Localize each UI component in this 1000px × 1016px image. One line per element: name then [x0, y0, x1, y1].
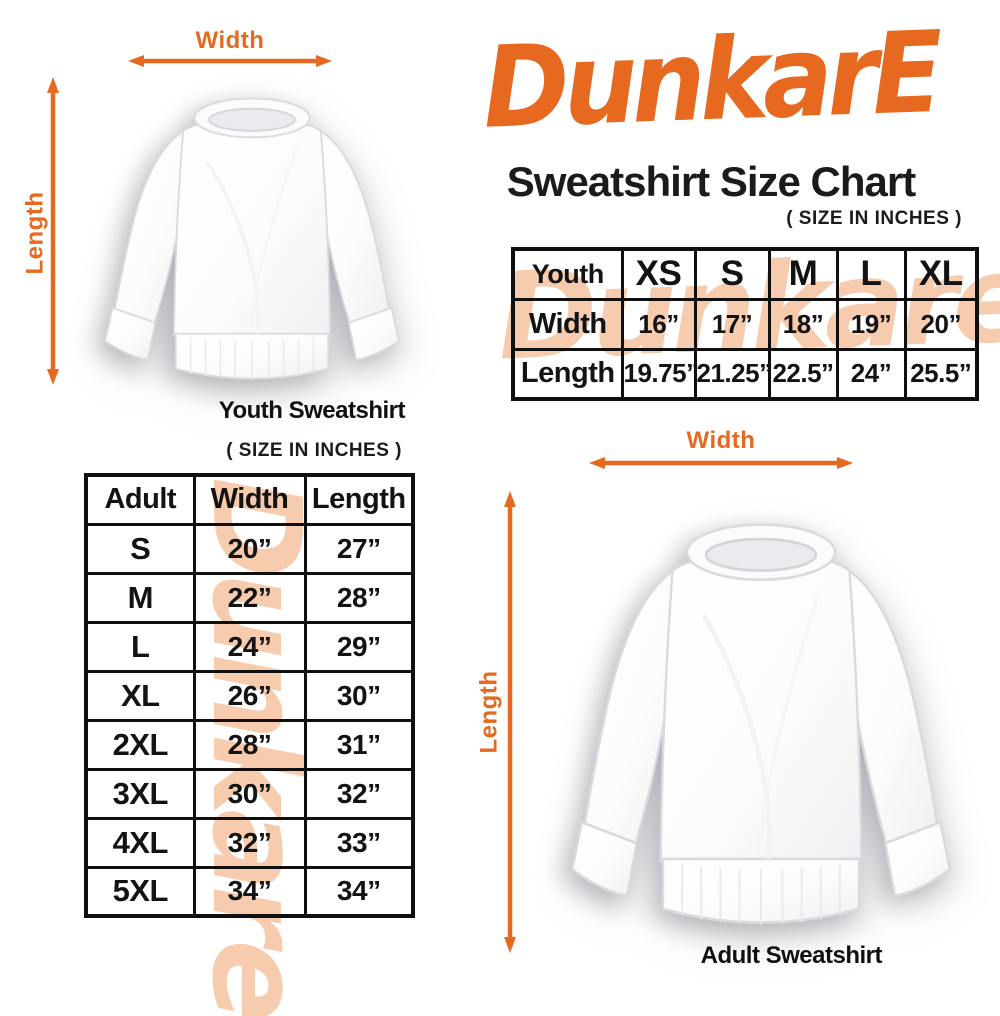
table-cell: XL: [903, 247, 979, 301]
table-cell: 20”: [903, 297, 979, 351]
table-cell: 24”: [835, 347, 907, 401]
table-cell: Youth: [511, 247, 624, 301]
page-title: Sweatshirt Size Chart: [506, 158, 916, 205]
table-cell: 19.75”: [620, 347, 699, 401]
table-cell: XL: [84, 669, 196, 722]
table-cell: 32”: [303, 767, 415, 820]
table-cell: 21.25”: [693, 347, 772, 401]
table-cell: 16”: [620, 297, 697, 351]
table-cell: 27”: [303, 522, 415, 575]
table-cell: 30”: [192, 767, 307, 820]
table-cell: Length: [303, 473, 415, 526]
table-cell: 32”: [192, 816, 307, 869]
table-cell: 33”: [303, 816, 415, 869]
table-cell: 3XL: [84, 767, 196, 820]
table-cell: Length: [511, 347, 624, 401]
table-cell: M: [767, 247, 839, 301]
adult-width-label: Width: [686, 427, 756, 454]
table-cell: L: [835, 247, 907, 301]
table-cell: Width: [511, 297, 624, 351]
units-note-adult: ( SIZE IN INCHES ): [226, 440, 402, 461]
table-cell: 25.5”: [903, 347, 979, 401]
adult-length-label: Length: [475, 670, 503, 754]
table-cell: 18”: [767, 297, 839, 351]
table-cell: 31”: [303, 718, 415, 771]
table-cell: S: [84, 522, 196, 575]
table-cell: XS: [620, 247, 697, 301]
table-cell: Adult: [84, 473, 196, 526]
table-cell: L: [84, 620, 196, 673]
youth-length-label: Length: [21, 191, 49, 274]
table-cell: 5XL: [84, 865, 196, 918]
table-cell: 28”: [192, 718, 307, 771]
table-cell: 22.5”: [767, 347, 839, 401]
table-cell: 19”: [835, 297, 907, 351]
table-cell: 26”: [192, 669, 307, 722]
table-cell: M: [84, 571, 196, 624]
table-cell: Width: [192, 473, 307, 526]
table-cell: 20”: [192, 522, 307, 575]
youth-figure-caption: Youth Sweatshirt: [218, 397, 406, 424]
table-cell: 4XL: [84, 816, 196, 869]
table-cell: 29”: [303, 620, 415, 673]
table-cell: 24”: [192, 620, 307, 673]
table-cell: 28”: [303, 571, 415, 624]
youth-sweatshirt-image: [66, 70, 438, 402]
table-cell: 30”: [303, 669, 415, 722]
units-note-top: ( SIZE IN INCHES ): [786, 208, 962, 229]
youth-width-arrow: [128, 55, 332, 67]
table-cell: 34”: [303, 865, 415, 918]
table-cell: 22”: [192, 571, 307, 624]
adult-sweatshirt-image: [522, 484, 1000, 956]
adult-size-table: Adult Width Length S 20” 27” M 22” 28” L 24” 29” XL 2…: [84, 473, 415, 918]
adult-figure-caption: Adult Sweatshirt: [700, 942, 883, 969]
adult-width-arrow: [589, 457, 853, 469]
adult-length-arrow: [504, 491, 516, 953]
table-cell: 2XL: [84, 718, 196, 771]
table-cell: 17”: [693, 297, 771, 351]
youth-width-label: Width: [195, 27, 265, 54]
dunkare-logo: DunkarE: [480, 6, 940, 154]
youth-length-arrow: [47, 77, 59, 385]
table-cell: 34”: [192, 865, 307, 918]
table-cell: S: [693, 247, 771, 301]
youth-size-table: Youth XS S M L XL Width 16” 17” 18” 19” 20” Length 19…: [511, 247, 979, 401]
